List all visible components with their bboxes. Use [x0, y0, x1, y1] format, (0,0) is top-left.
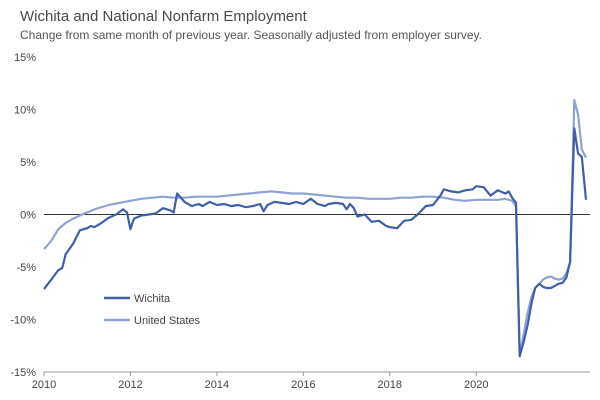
x-tick-label: 2020 [464, 379, 488, 391]
y-tick-label: 0% [20, 210, 36, 222]
y-tick-label: 15% [14, 52, 36, 64]
series-line-united-states [43, 98, 587, 357]
x-tick-label: 2012 [118, 379, 142, 391]
y-tick-label: 10% [14, 105, 36, 117]
chart-subtitle: Change from same month of previous year.… [20, 28, 482, 42]
x-axis-ticks: 2010 2012 2014 2016 2018 2020 [32, 372, 488, 391]
series-layer [43, 98, 588, 358]
x-tick-label: 2010 [32, 379, 56, 391]
x-tick-label: 2018 [378, 379, 402, 391]
legend-label-wichita: Wichita [134, 293, 171, 305]
legend: Wichita United States [104, 293, 201, 327]
y-tick-label: -5% [16, 262, 36, 274]
legend-label-united-states: United States [134, 315, 201, 327]
chart-title: Wichita and National Nonfarm Employment [20, 8, 307, 25]
y-tick-label: -15% [10, 367, 36, 379]
y-tick-label: -10% [10, 315, 36, 327]
x-tick-label: 2014 [205, 379, 229, 391]
y-axis-ticks: -15% -10% -5% 0% 5% 10% 15% [10, 52, 36, 379]
x-tick-label: 2016 [291, 379, 315, 391]
series-line-wichita [43, 127, 588, 358]
y-tick-label: 5% [20, 157, 36, 169]
